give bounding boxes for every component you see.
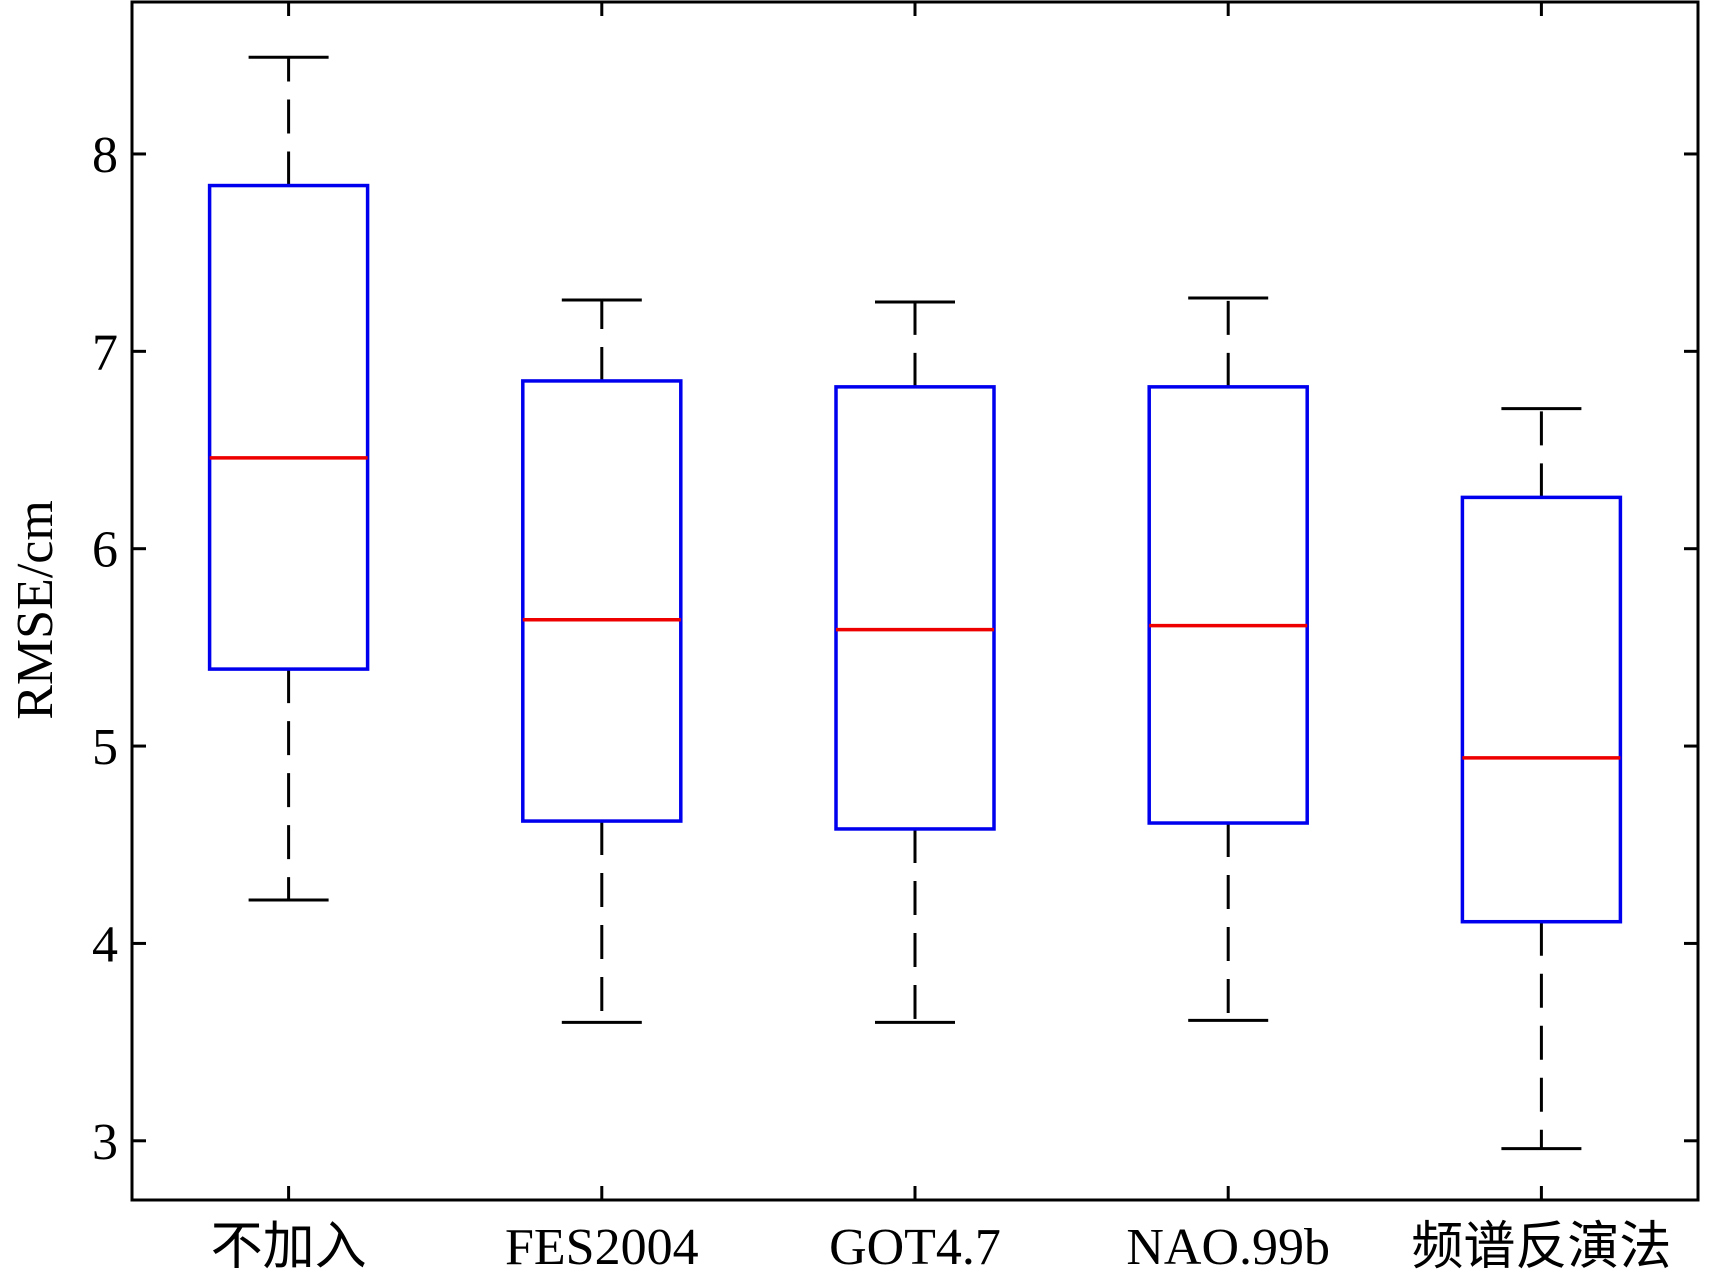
iqr-box	[1147, 385, 1309, 825]
x-tick-label: 频谱反演法	[1411, 1219, 1671, 1276]
boxes-layer	[207, 55, 1623, 1151]
x-axis-ticks: 不加入 FES2004 GOT4.7 NAO.99b 频谱反演法	[211, 2, 1671, 1276]
y-tick-label: 6	[92, 522, 118, 579]
box-group	[207, 55, 370, 902]
iqr-box	[521, 379, 683, 823]
x-tick-label: FES2004	[505, 1219, 699, 1276]
box-group	[1147, 296, 1309, 1022]
box-group	[1460, 407, 1623, 1151]
y-tick-label: 7	[92, 324, 118, 381]
x-tick-label: 不加入	[211, 1219, 367, 1276]
iqr-box	[207, 183, 370, 671]
box-group	[834, 300, 996, 1024]
x-tick-label: NAO.99b	[1126, 1219, 1330, 1276]
iqr-box	[834, 385, 996, 831]
y-tick-label: 3	[92, 1114, 118, 1171]
iqr-box	[1460, 495, 1623, 924]
box-group	[521, 298, 683, 1024]
y-axis-ticks: 3 4 5 6 7 8	[92, 127, 1698, 1171]
y-tick-label: 8	[92, 127, 118, 184]
y-tick-label: 4	[92, 916, 118, 973]
y-tick-label: 5	[92, 719, 118, 776]
x-tick-label: GOT4.7	[829, 1219, 1001, 1276]
y-axis-label: RMSE/cm	[7, 500, 64, 720]
